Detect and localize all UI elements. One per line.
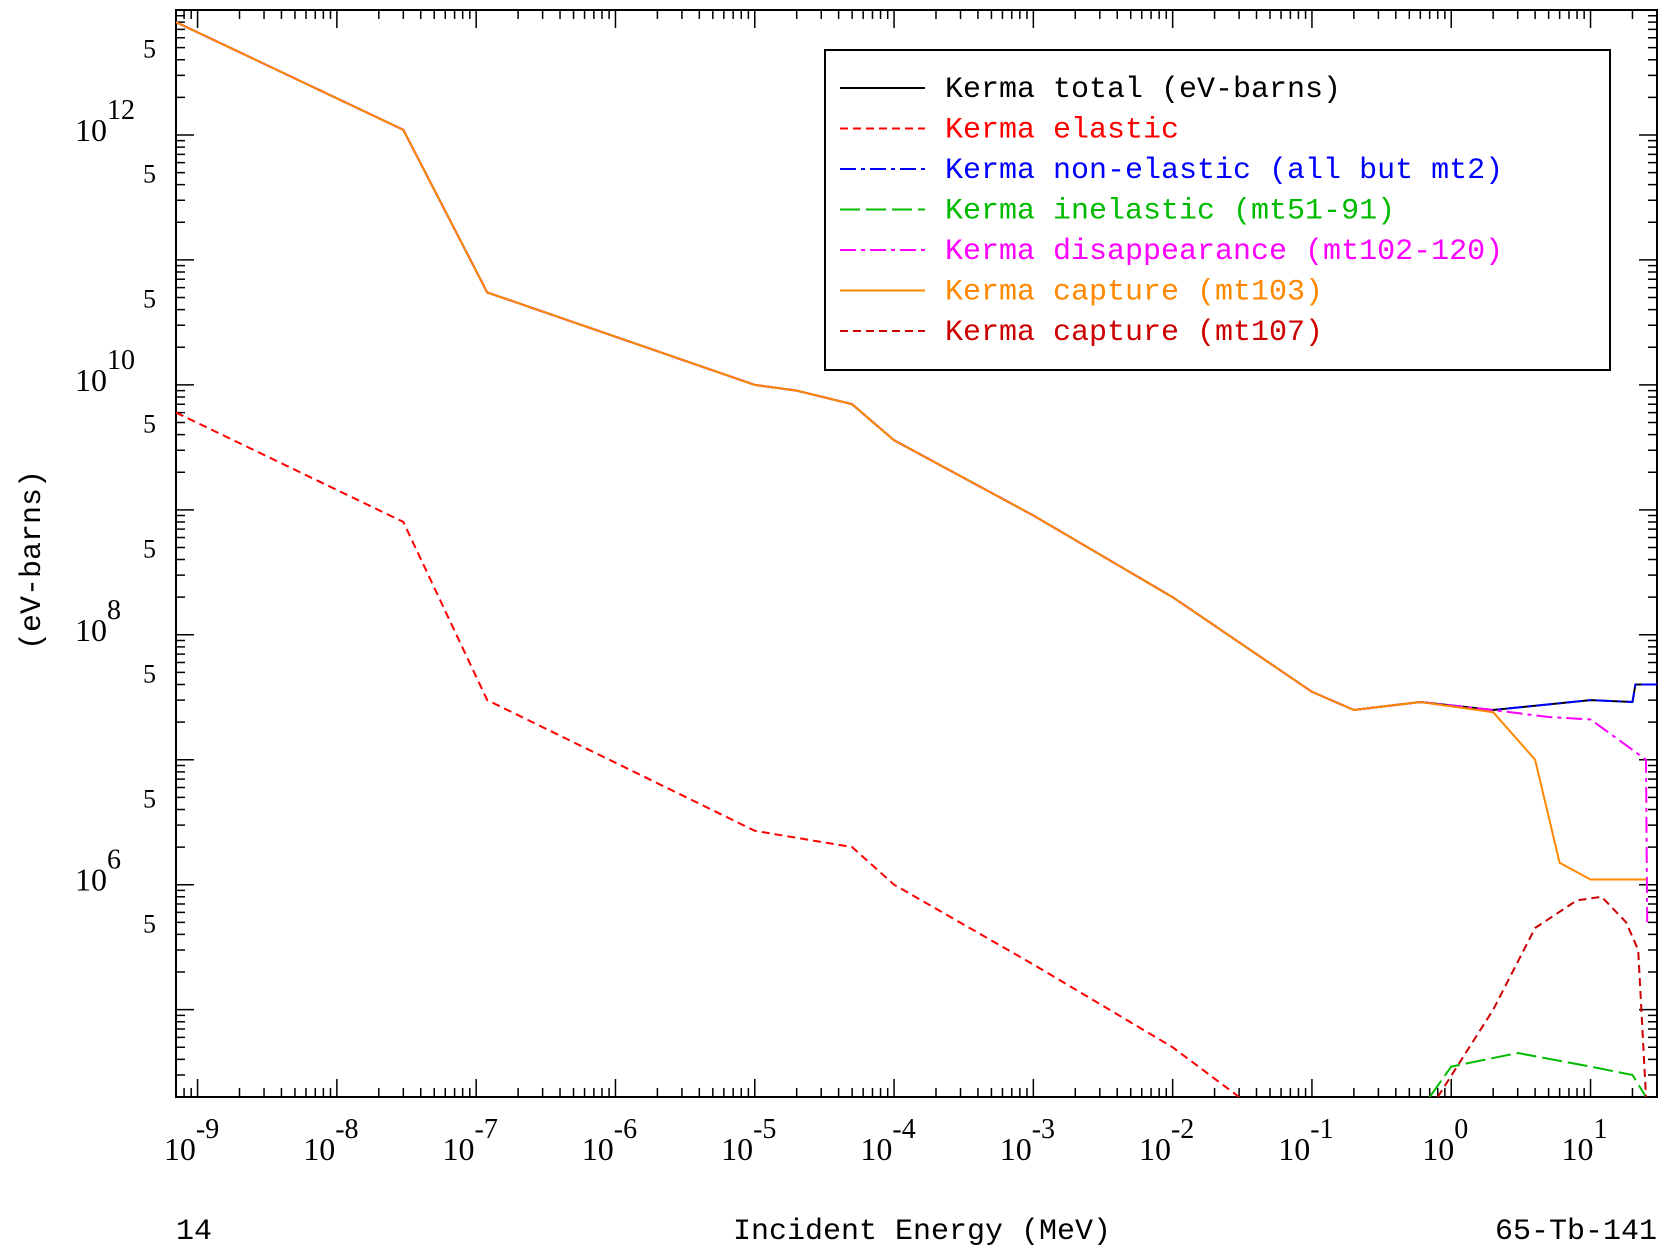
x-tick-label: 10-9 [164, 1114, 219, 1167]
x-tick-label: 10-6 [582, 1114, 637, 1167]
footer-left: 14 [176, 1215, 212, 1249]
y-tick-label: 108 [75, 595, 121, 648]
legend-entry: Kerma inelastic (mt51-91) [945, 195, 1395, 229]
y-minor-tick-label: 5 [143, 409, 156, 438]
plot-border [175, 9, 1658, 1098]
x-axis-label: Incident Energy (MeV) [733, 1215, 1111, 1249]
x-tick-label: 10-7 [443, 1114, 498, 1167]
series-line-3 [1428, 1051, 1647, 1097]
x-tick-label: 10-1 [1278, 1114, 1333, 1167]
legend-entry: Kerma total (eV-barns) [945, 73, 1341, 107]
x-tick-label: 10-4 [860, 1114, 915, 1167]
axis-ticks [175, 9, 1658, 1098]
x-tick-label: 10-3 [1000, 1114, 1055, 1167]
y-tick-label: 1012 [75, 95, 135, 148]
y-minor-tick-label: 5 [143, 160, 156, 189]
y-minor-tick-label: 5 [143, 285, 156, 314]
legend-box [824, 49, 1611, 371]
legend: Kerma total (eV-barns) Kerma elastic Kerma… [824, 49, 1611, 371]
x-axis-ticks [175, 10, 1658, 1097]
x-tick-label: 101 [1562, 1114, 1608, 1167]
legend-entry: Kerma capture (mt107) [945, 316, 1323, 350]
x-tick-label: 10-5 [721, 1114, 776, 1167]
y-minor-tick-label: 5 [143, 784, 156, 813]
legend-entry: Kerma capture (mt103) [945, 276, 1323, 310]
legend-entry: Kerma disappearance (mt102-120) [945, 235, 1503, 269]
series-line-1 [176, 411, 1240, 1097]
legend-entry: Kerma elastic [945, 114, 1179, 148]
series-line-6 [1436, 895, 1647, 1097]
y-tick-label: 106 [75, 845, 121, 898]
y-minor-tick-label: 5 [143, 909, 156, 938]
plot-frame [175, 9, 1658, 1098]
y-minor-tick-label: 5 [143, 534, 156, 563]
series-line-5 [176, 21, 1646, 881]
legend-entry: Kerma non-elastic (all but mt2) [945, 154, 1503, 188]
y-tick-label: 1010 [75, 345, 135, 398]
y-minor-tick-label: 5 [143, 659, 156, 688]
series-lines [176, 21, 1657, 1097]
x-tick-label: 10-2 [1139, 1114, 1194, 1167]
y-minor-tick-label: 5 [143, 35, 156, 64]
x-tick-label: 10-8 [303, 1114, 358, 1167]
x-tick-label: 100 [1422, 1114, 1468, 1167]
footer-right: 65-Tb-141 [1495, 1215, 1657, 1249]
y-axis-label: (eV-barns) [16, 470, 50, 650]
axis-labels: 10-9 10-8 10-7 10-6 10-5 10-4 10-3 10-2 10-1 100 1… [75, 35, 1608, 1167]
y-axis-ticks [176, 9, 1657, 1098]
